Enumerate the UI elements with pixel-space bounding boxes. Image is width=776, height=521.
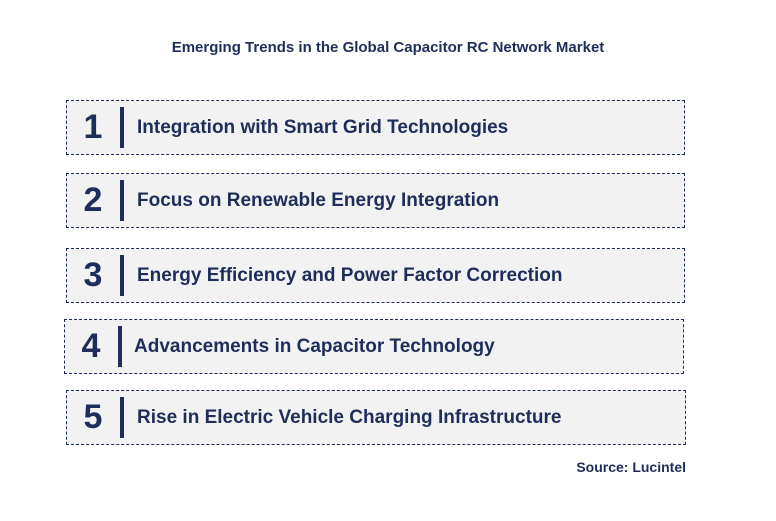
divider-bar [120, 397, 124, 438]
trend-number: 4 [81, 327, 101, 365]
trend-item-2: 2 Focus on Renewable Energy Integration [66, 173, 685, 228]
trend-number: 2 [83, 181, 103, 219]
trend-number: 3 [83, 256, 103, 294]
trend-label: Integration with Smart Grid Technologies [137, 116, 509, 138]
trend-item-1: 1 Integration with Smart Grid Technologi… [66, 100, 685, 155]
divider-bar [118, 326, 122, 367]
trend-label: Energy Efficiency and Power Factor Corre… [137, 264, 563, 286]
trend-number: 1 [83, 108, 103, 146]
divider-bar [120, 180, 124, 221]
source-note: Source: Lucintel [576, 459, 686, 475]
trend-label: Advancements in Capacitor Technology [134, 335, 495, 357]
trend-item-4: 4 Advancements in Capacitor Technology [64, 319, 684, 374]
trend-label: Rise in Electric Vehicle Charging Infras… [137, 406, 562, 428]
trend-label: Focus on Renewable Energy Integration [137, 189, 500, 211]
trend-number: 5 [83, 398, 103, 436]
trend-item-3: 3 Energy Efficiency and Power Factor Cor… [66, 248, 685, 303]
divider-bar [120, 255, 124, 296]
chart-title: Emerging Trends in the Global Capacitor … [171, 39, 605, 56]
trend-item-5: 5 Rise in Electric Vehicle Charging Infr… [66, 390, 686, 445]
divider-bar [120, 107, 124, 148]
